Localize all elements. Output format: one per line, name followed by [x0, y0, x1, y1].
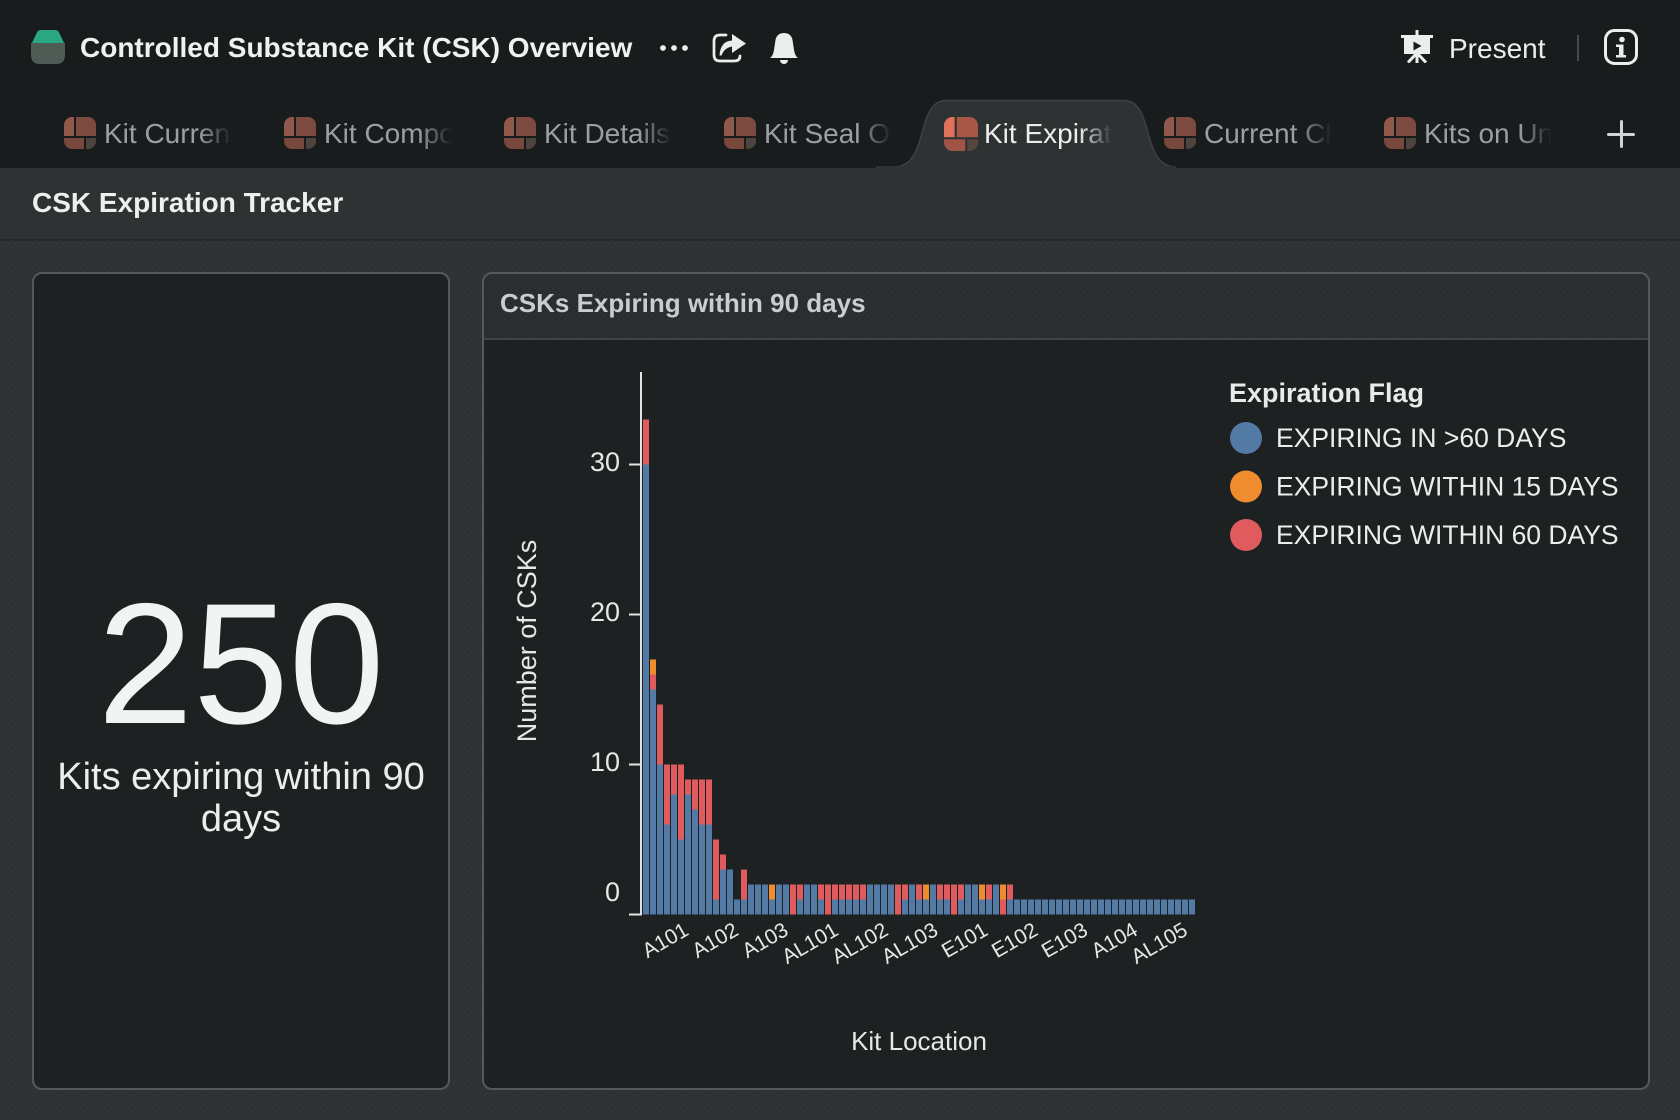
svg-text:A102: A102	[688, 918, 742, 962]
svg-text:AL101: AL101	[778, 918, 842, 968]
svg-text:E103: E103	[1038, 918, 1092, 962]
svg-text:E102: E102	[988, 918, 1042, 962]
svg-text:Kit Location: Kit Location	[851, 1026, 987, 1056]
svg-text:AL102: AL102	[828, 918, 892, 968]
svg-text:0: 0	[605, 877, 620, 907]
svg-text:EXPIRING IN >60 DAYS: EXPIRING IN >60 DAYS	[1276, 423, 1566, 453]
svg-text:Expiration Flag: Expiration Flag	[1229, 378, 1424, 408]
svg-text:E101: E101	[938, 918, 992, 962]
svg-text:A101: A101	[639, 918, 693, 962]
svg-text:EXPIRING WITHIN 15 DAYS: EXPIRING WITHIN 15 DAYS	[1276, 472, 1619, 502]
svg-text:Number of CSKs: Number of CSKs	[512, 540, 542, 743]
svg-text:AL105: AL105	[1127, 918, 1191, 968]
svg-text:AL103: AL103	[878, 918, 942, 968]
svg-text:10: 10	[590, 747, 620, 777]
svg-text:20: 20	[590, 597, 620, 627]
svg-text:EXPIRING WITHIN 60 DAYS: EXPIRING WITHIN 60 DAYS	[1276, 520, 1619, 550]
svg-text:30: 30	[590, 447, 620, 477]
